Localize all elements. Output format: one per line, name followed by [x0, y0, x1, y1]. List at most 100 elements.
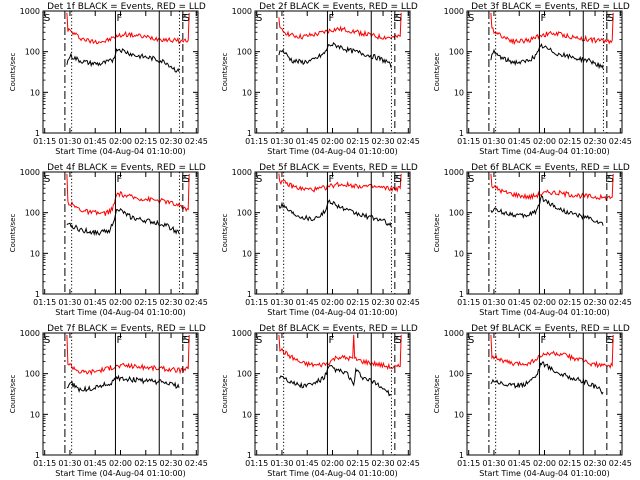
detector-panel-1: Det 1f BLACK = Events, RED = LLD 1 10 100 10… [9, 2, 208, 156]
y-tick-label: 1 [459, 290, 464, 299]
x-tick-label: 02:45 [397, 137, 420, 146]
panel-title: Det 2f BLACK = Events, RED = LLD [259, 2, 418, 12]
detector-panel-5: Det 5f BLACK = Events, RED = LLD 1 10 100 10… [221, 163, 420, 317]
x-tick-label: 02:15 [134, 459, 157, 468]
y-axis-label: Counts/sec [433, 53, 441, 92]
marker-letter: S [44, 13, 50, 24]
y-tick-label: 1 [247, 451, 252, 460]
x-tick-label: 01:45 [508, 137, 531, 146]
y-tick-label: 1000 [444, 7, 464, 16]
y-tick-label: 1 [35, 451, 40, 460]
marker-letter: S [396, 13, 402, 24]
plot-frame [466, 10, 623, 134]
y-tick-label: 100 [449, 370, 464, 379]
y-axis-label: Counts/sec [9, 375, 17, 414]
marker-letter: F [328, 174, 334, 185]
detector-panel-3: Det 3f BLACK = Events, RED = LLD 1 10 100 10… [433, 2, 632, 156]
plot-frame [466, 332, 623, 456]
y-tick-label: 10 [242, 410, 252, 419]
x-tick-label: 01:45 [84, 459, 107, 468]
y-tick-label: 1000 [20, 329, 40, 338]
y-axis-label: Counts/sec [221, 53, 229, 92]
events-series-line [490, 42, 604, 70]
x-tick-label: 01:30 [270, 298, 293, 307]
x-tick-label: 02:00 [533, 298, 556, 307]
marker-letter: S [468, 335, 474, 346]
events-series-line [66, 48, 180, 73]
marker-letter: S [184, 174, 190, 185]
x-tick-label: 02:00 [109, 137, 132, 146]
x-tick-label: 02:30 [372, 298, 395, 307]
x-axis-label: Start Time (04-Aug-04 01:10:00) [267, 469, 398, 478]
plot-frame [42, 332, 199, 456]
marker-letter: S [184, 13, 190, 24]
y-axis-label: Counts/sec [221, 375, 229, 414]
x-axis-label: Start Time (04-Aug-04 01:10:00) [479, 469, 610, 478]
x-tick-label: 02:00 [109, 298, 132, 307]
panel-title: Det 8f BLACK = Events, RED = LLD [259, 324, 418, 334]
y-tick-label: 1 [459, 451, 464, 460]
detector-panel-9: Det 9f BLACK = Events, RED = LLD 1 10 100 10… [433, 324, 632, 478]
marker-letter: S [44, 335, 50, 346]
y-tick-label: 10 [242, 88, 252, 97]
y-tick-label: 1000 [232, 7, 252, 16]
y-tick-label: 100 [25, 209, 40, 218]
x-tick-label: 02:45 [185, 137, 208, 146]
y-tick-label: 10 [30, 88, 40, 97]
marker-letter: S [608, 13, 614, 24]
marker-letter: E [393, 174, 399, 185]
x-tick-label: 02:45 [609, 298, 632, 307]
x-tick-label: 02:15 [134, 298, 157, 307]
events-series-line [490, 361, 604, 395]
x-tick-label: 01:15 [245, 137, 268, 146]
lld-series-line [66, 173, 190, 216]
y-tick-label: 100 [237, 48, 252, 57]
marker-letter: E [605, 335, 611, 346]
marker-letter: E [393, 335, 399, 346]
y-axis-label: Counts/sec [433, 214, 441, 253]
x-tick-label: 02:30 [160, 459, 183, 468]
plot-frame [42, 171, 199, 295]
x-tick-label: 02:30 [160, 298, 183, 307]
y-tick-label: 1000 [444, 329, 464, 338]
marker-letter: F [540, 13, 546, 24]
plot-frame [254, 171, 411, 295]
y-tick-label: 10 [454, 249, 464, 258]
x-tick-label: 01:30 [58, 459, 81, 468]
detector-panel-2: Det 2f BLACK = Events, RED = LLD 1 10 100 10… [221, 2, 420, 156]
marker-letter: E [605, 174, 611, 185]
x-axis-label: Start Time (04-Aug-04 01:10:00) [267, 308, 398, 317]
marker-letter: E [605, 13, 611, 24]
marker-letter: F [540, 335, 546, 346]
marker-letter: S [396, 174, 402, 185]
x-tick-label: 01:45 [296, 459, 319, 468]
x-tick-label: 01:15 [457, 459, 480, 468]
marker-letter: S [256, 174, 262, 185]
x-tick-label: 02:30 [584, 137, 607, 146]
y-tick-label: 100 [237, 209, 252, 218]
x-tick-label: 01:30 [58, 137, 81, 146]
lld-series-line [66, 334, 190, 376]
events-series-line [66, 374, 180, 393]
lld-series-line [278, 334, 402, 371]
y-tick-label: 100 [449, 209, 464, 218]
lld-series-line [490, 12, 614, 46]
marker-letter: F [116, 13, 122, 24]
x-tick-label: 02:45 [397, 459, 420, 468]
events-series-line [66, 207, 180, 237]
marker-letter: S [608, 335, 614, 346]
y-axis-label: Counts/sec [433, 375, 441, 414]
y-tick-label: 1 [247, 290, 252, 299]
x-tick-label: 02:30 [584, 459, 607, 468]
x-tick-label: 01:15 [33, 459, 56, 468]
plot-frame [254, 332, 411, 456]
marker-letter: F [116, 335, 122, 346]
plot-frame [42, 10, 199, 134]
x-tick-label: 01:15 [457, 298, 480, 307]
y-tick-label: 1 [35, 290, 40, 299]
y-tick-label: 10 [30, 249, 40, 258]
panel-title: Det 3f BLACK = Events, RED = LLD [471, 2, 630, 12]
x-axis-label: Start Time (04-Aug-04 01:10:00) [479, 308, 610, 317]
x-tick-label: 01:15 [457, 137, 480, 146]
x-tick-label: 02:00 [321, 459, 344, 468]
